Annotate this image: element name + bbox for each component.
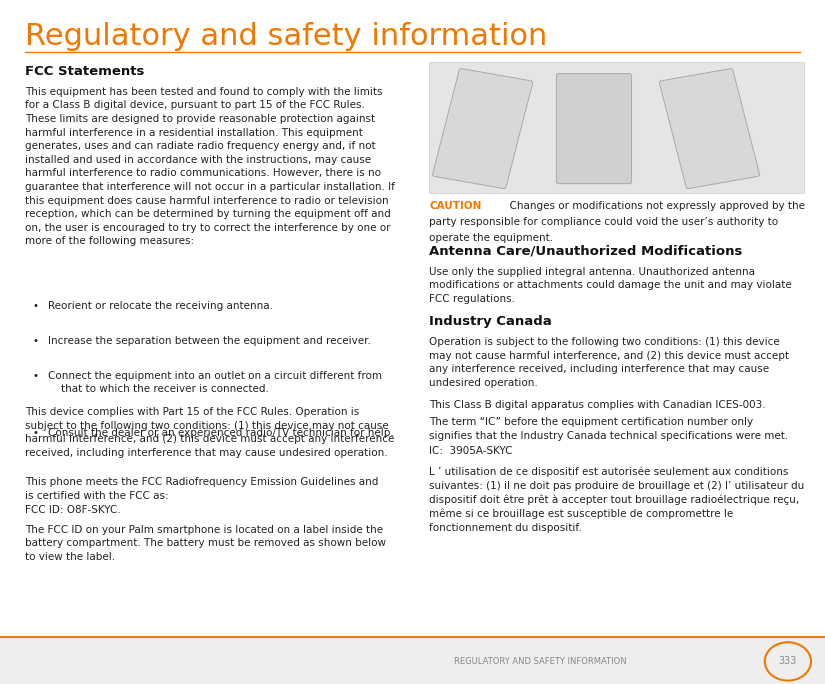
Text: •: • [33, 336, 39, 346]
Text: •: • [33, 371, 39, 381]
Text: 333: 333 [779, 657, 797, 666]
FancyBboxPatch shape [556, 74, 631, 184]
Text: The term “IC” before the equipment certification number only
signifies that the : The term “IC” before the equipment certi… [429, 417, 788, 441]
Text: L ’ utilisation de ce dispositif est autorisée seulement aux conditions
suivante: L ’ utilisation de ce dispositif est aut… [429, 466, 804, 533]
Text: CAUTION: CAUTION [429, 201, 481, 211]
Text: Antenna Care/Unauthorized Modifications: Antenna Care/Unauthorized Modifications [429, 244, 742, 257]
Text: This device complies with Part 15 of the FCC Rules. Operation is
subject to the : This device complies with Part 15 of the… [25, 407, 394, 458]
Text: •: • [33, 428, 39, 438]
FancyBboxPatch shape [659, 68, 760, 189]
Text: Increase the separation between the equipment and receiver.: Increase the separation between the equi… [48, 336, 370, 346]
Text: FCC ID: O8F-SKYC.: FCC ID: O8F-SKYC. [25, 505, 120, 515]
Text: Consult the dealer or an experienced radio/TV technician for help.: Consult the dealer or an experienced rad… [48, 428, 394, 438]
Text: Use only the supplied integral antenna. Unauthorized antenna
modifications or at: Use only the supplied integral antenna. … [429, 267, 792, 304]
Text: Changes or modifications not expressly approved by the: Changes or modifications not expressly a… [503, 201, 805, 211]
Text: Operation is subject to the following two conditions: (1) this device
may not ca: Operation is subject to the following tw… [429, 337, 789, 388]
Text: FCC Statements: FCC Statements [25, 65, 144, 78]
Text: operate the equipment.: operate the equipment. [429, 233, 553, 243]
Bar [0, 637, 825, 684]
Text: Connect the equipment into an outlet on a circuit different from
    that to whi: Connect the equipment into an outlet on … [48, 371, 382, 395]
FancyBboxPatch shape [432, 68, 533, 189]
Text: Regulatory and safety information: Regulatory and safety information [25, 22, 547, 51]
Text: party responsible for compliance could void the user’s authority to: party responsible for compliance could v… [429, 217, 778, 227]
Text: •: • [33, 301, 39, 311]
Text: IC:  3905A-SKYC: IC: 3905A-SKYC [429, 446, 512, 456]
Text: This phone meets the FCC Radiofrequency Emission Guidelines and
is certified wit: This phone meets the FCC Radiofrequency … [25, 477, 378, 501]
Text: This equipment has been tested and found to comply with the limits
for a Class B: This equipment has been tested and found… [25, 87, 394, 246]
Text: The FCC ID on your Palm smartphone is located on a label inside the
battery comp: The FCC ID on your Palm smartphone is lo… [25, 525, 386, 562]
Text: Industry Canada: Industry Canada [429, 315, 552, 328]
Bar [429, 62, 804, 193]
Text: Reorient or relocate the receiving antenna.: Reorient or relocate the receiving anten… [48, 301, 273, 311]
Text: REGULATORY AND SAFETY INFORMATION: REGULATORY AND SAFETY INFORMATION [454, 657, 626, 666]
Text: This Class B digital apparatus complies with Canadian ICES-003.: This Class B digital apparatus complies … [429, 400, 766, 410]
